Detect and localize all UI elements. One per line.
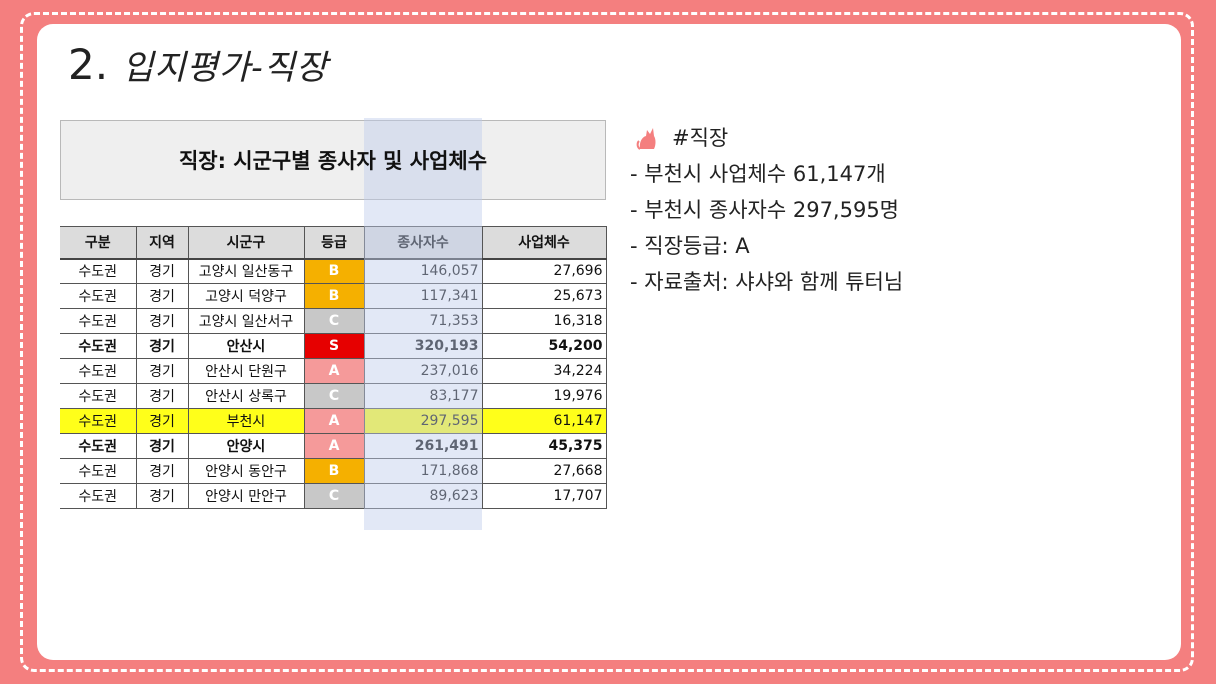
cell-province: 경기 (136, 283, 189, 309)
cell-businesses: 25,673 (482, 283, 607, 309)
cell-grade: A (304, 408, 365, 434)
sheet-title-box: 직장: 시군구별 종사자 및 사업체수 (60, 120, 606, 200)
cell-businesses: 61,147 (482, 408, 607, 434)
table-row: 수도권 경기 안산시 상록구 C 83,177 19,976 (60, 383, 607, 409)
cell-region-type: 수도권 (60, 283, 137, 309)
table-header-row: 구분 지역 시군구 등급 종사자수 사업체수 (60, 226, 607, 260)
table-row: 수도권 경기 안양시 동안구 B 171,868 27,668 (60, 458, 607, 484)
cell-grade: C (304, 483, 365, 509)
table-row: 수도권 경기 고양시 덕양구 B 117,341 25,673 (60, 283, 607, 309)
table-row: 수도권 경기 안양시 만안구 C 89,623 17,707 (60, 483, 607, 509)
cell-employees: 83,177 (364, 383, 483, 409)
cell-employees: 89,623 (364, 483, 483, 509)
cell-region-type: 수도권 (60, 408, 137, 434)
cell-province: 경기 (136, 308, 189, 334)
spreadsheet-image: 직장: 시군구별 종사자 및 사업체수 구분 지역 시군구 등급 종사자수 사업… (60, 118, 608, 530)
cell-employees: 171,868 (364, 458, 483, 484)
cell-employees: 261,491 (364, 433, 483, 459)
cell-district: 안산시 상록구 (188, 383, 305, 409)
cell-businesses: 34,224 (482, 358, 607, 384)
cell-grade: B (304, 283, 365, 309)
cell-district: 안산시 단원구 (188, 358, 305, 384)
column-header: 종사자수 (364, 226, 483, 260)
note-line: - 부천시 종사자수 297,595명 (630, 198, 900, 222)
cell-province: 경기 (136, 433, 189, 459)
cell-businesses: 27,668 (482, 458, 607, 484)
notes-panel: #직장 - 부천시 사업체수 61,147개 - 부천시 종사자수 297,59… (630, 120, 1150, 300)
cell-province: 경기 (136, 258, 189, 284)
cell-province: 경기 (136, 358, 189, 384)
cell-employees: 146,057 (364, 258, 483, 284)
column-header: 등급 (304, 226, 365, 260)
table-row: 수도권 경기 고양시 일산서구 C 71,353 16,318 (60, 308, 607, 334)
table-row: 수도권 경기 부천시 A 297,595 61,147 (60, 408, 607, 434)
column-header: 시군구 (188, 226, 305, 260)
cell-district: 고양시 일산서구 (188, 308, 305, 334)
column-header: 지역 (136, 226, 189, 260)
cell-region-type: 수도권 (60, 483, 137, 509)
cell-businesses: 45,375 (482, 433, 607, 459)
cell-region-type: 수도권 (60, 433, 137, 459)
cell-grade: A (304, 358, 365, 384)
table-row: 수도권 경기 안산시 S 320,193 54,200 (60, 333, 607, 359)
cell-employees: 71,353 (364, 308, 483, 334)
cell-region-type: 수도권 (60, 258, 137, 284)
sheet-title: 직장: 시군구별 종사자 및 사업체수 (178, 149, 488, 173)
cell-grade: A (304, 433, 365, 459)
cell-province: 경기 (136, 333, 189, 359)
title-text: 입지평가-직장 (122, 48, 329, 88)
cell-region-type: 수도권 (60, 358, 137, 384)
title-number: 2. (68, 40, 109, 89)
cell-district: 안양시 동안구 (188, 458, 305, 484)
cell-employees: 117,341 (364, 283, 483, 309)
cell-employees: 297,595 (364, 408, 483, 434)
cell-province: 경기 (136, 458, 189, 484)
cell-district: 안산시 (188, 333, 305, 359)
note-line: - 자료출처: 샤샤와 함께 튜터님 (630, 270, 904, 294)
cell-region-type: 수도권 (60, 458, 137, 484)
table-row: 수도권 경기 안양시 A 261,491 45,375 (60, 433, 607, 459)
cell-district: 고양시 덕양구 (188, 283, 305, 309)
cell-grade: S (304, 333, 365, 359)
cell-region-type: 수도권 (60, 383, 137, 409)
cell-grade: B (304, 458, 365, 484)
note-line: - 직장등급: A (630, 234, 750, 258)
cell-employees: 237,016 (364, 358, 483, 384)
cell-grade: C (304, 383, 365, 409)
cell-district: 안양시 만안구 (188, 483, 305, 509)
cell-grade: B (304, 258, 365, 284)
cell-province: 경기 (136, 383, 189, 409)
cell-region-type: 수도권 (60, 308, 137, 334)
cell-province: 경기 (136, 408, 189, 434)
cell-businesses: 19,976 (482, 383, 607, 409)
cell-businesses: 54,200 (482, 333, 607, 359)
cell-district: 고양시 일산동구 (188, 258, 305, 284)
cell-grade: C (304, 308, 365, 334)
cell-region-type: 수도권 (60, 333, 137, 359)
cell-district: 안양시 (188, 433, 305, 459)
data-table: 구분 지역 시군구 등급 종사자수 사업체수 수도권 경기 고양시 일산동구 B 146… (60, 226, 607, 509)
cell-businesses: 16,318 (482, 308, 607, 334)
cell-businesses: 17,707 (482, 483, 607, 509)
notes-heading-row: #직장 (630, 120, 1150, 156)
note-line: - 부천시 사업체수 61,147개 (630, 162, 886, 186)
slide-title: 2. 입지평가-직장 (68, 40, 328, 100)
table-row: 수도권 경기 안산시 단원구 A 237,016 34,224 (60, 358, 607, 384)
cat-icon (636, 128, 656, 150)
cell-province: 경기 (136, 483, 189, 509)
cell-employees: 320,193 (364, 333, 483, 359)
table-row: 수도권 경기 고양시 일산동구 B 146,057 27,696 (60, 258, 607, 284)
cell-district: 부천시 (188, 408, 305, 434)
dashed-frame (20, 12, 1194, 672)
cell-businesses: 27,696 (482, 258, 607, 284)
column-header: 사업체수 (482, 226, 607, 260)
notes-heading: #직장 (672, 126, 729, 150)
column-header: 구분 (60, 226, 137, 260)
